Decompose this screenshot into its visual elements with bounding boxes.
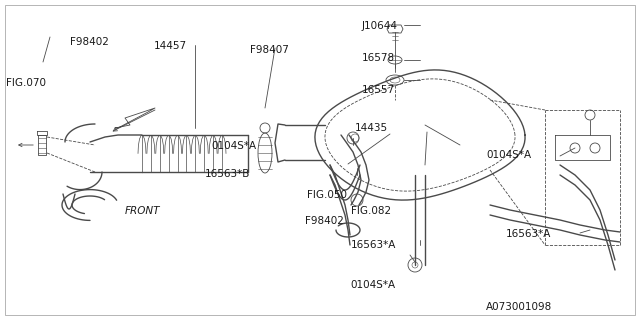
Text: F98402: F98402 <box>305 216 344 226</box>
Text: FIG.070: FIG.070 <box>6 78 46 88</box>
Text: 14435: 14435 <box>355 123 388 133</box>
Text: FRONT: FRONT <box>125 206 160 216</box>
Text: 16557: 16557 <box>362 84 395 95</box>
Text: 0104S*A: 0104S*A <box>211 140 257 151</box>
Text: J10644: J10644 <box>362 20 397 31</box>
Text: 0104S*A: 0104S*A <box>486 150 532 160</box>
Text: 16563*A: 16563*A <box>351 240 396 250</box>
Text: 16578: 16578 <box>362 52 395 63</box>
Text: F98407: F98407 <box>250 44 289 55</box>
Text: FIG.050: FIG.050 <box>307 190 347 200</box>
Text: A073001098: A073001098 <box>486 301 553 312</box>
Text: 14457: 14457 <box>154 41 187 52</box>
Text: FIG.082: FIG.082 <box>351 206 391 216</box>
Text: 16563*A: 16563*A <box>506 228 551 239</box>
Text: 0104S*A: 0104S*A <box>351 280 396 290</box>
Text: 16563*B: 16563*B <box>205 169 250 180</box>
Text: F98402: F98402 <box>70 36 109 47</box>
